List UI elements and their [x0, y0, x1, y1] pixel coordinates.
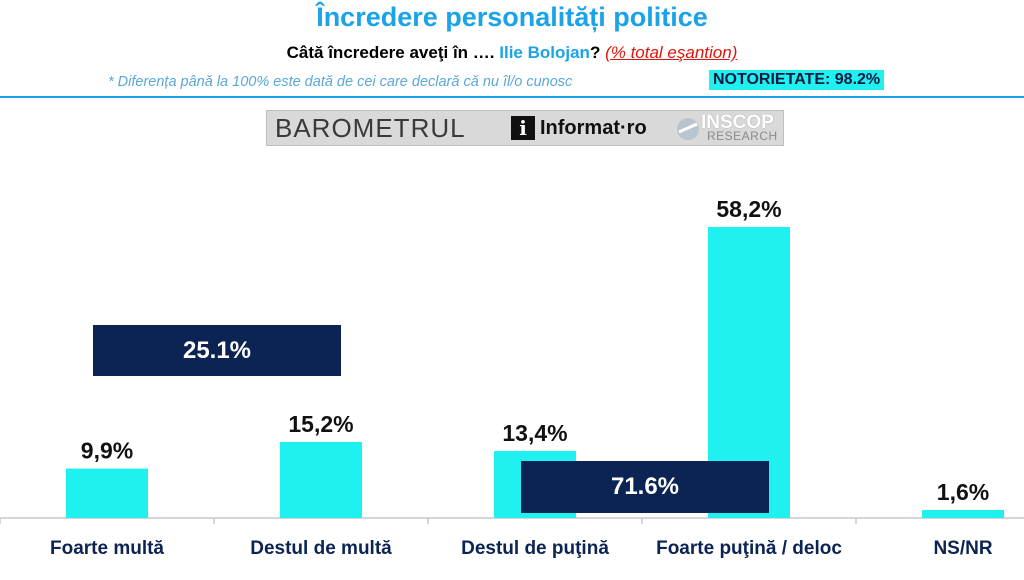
- question-prefix: Câtă încredere aveţi în ….: [286, 43, 495, 62]
- bar-value-label: 13,4%: [502, 420, 567, 446]
- bar-value-label: 58,2%: [716, 196, 781, 222]
- category-label: Foarte puţină / deloc: [656, 538, 842, 559]
- sample-note: (% total eşantion): [605, 43, 738, 62]
- category-label: Destul de puţină: [461, 538, 609, 559]
- bar: [66, 468, 148, 518]
- chart-title: Încredere personalități politice: [316, 2, 708, 32]
- inscop-research-label: RESEARCH: [707, 129, 778, 143]
- category-label: Foarte multă: [50, 538, 164, 559]
- bar: [922, 510, 1004, 518]
- logo-strip: BAROMETRUL i Informat·ro INSCOP RESEARCH: [266, 110, 784, 146]
- question-line: Câtă încredere aveţi în …. Ilie Bolojan?…: [0, 43, 1024, 63]
- bar-value-label: 15,2%: [288, 411, 353, 437]
- question-mark: ?: [589, 43, 601, 62]
- header-divider: [0, 96, 1024, 98]
- category-label: Destul de multă: [250, 538, 392, 559]
- informat-logo-icon: i: [511, 116, 535, 140]
- person-name: Ilie Bolojan: [499, 43, 590, 62]
- bar-value-label: 9,9%: [81, 438, 133, 464]
- notoriety-badge: NOTORIETATE: 98.2%: [709, 70, 885, 90]
- bar: [280, 442, 362, 518]
- informat-logo: Informat·ro: [540, 117, 647, 139]
- inscop-logo: INSCOP: [701, 112, 774, 133]
- bar-value-label: 1,6%: [937, 479, 989, 505]
- aggregate-total-box: 71.6%: [521, 461, 769, 513]
- inscop-logo-icon: [677, 118, 699, 140]
- footnote: * Diferența până la 100% este dată de ce…: [108, 74, 573, 90]
- category-label: NS/NR: [933, 538, 992, 559]
- barometrul-logo: BAROMETRUL: [275, 113, 466, 143]
- aggregate-total-box: 25.1%: [93, 325, 341, 376]
